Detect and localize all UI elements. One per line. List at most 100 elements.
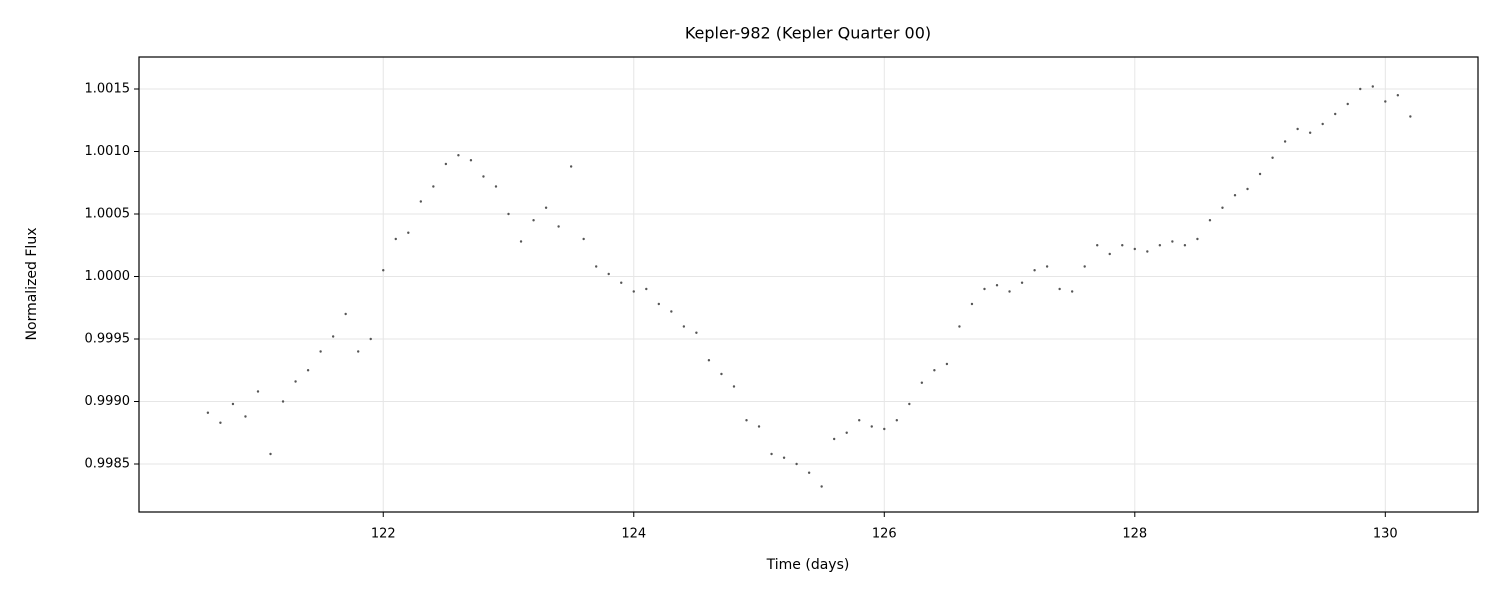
data-point: [432, 185, 435, 188]
chart-title: Kepler-982 (Kepler Quarter 00): [685, 24, 931, 43]
y-tick-label: 1.0005: [85, 207, 131, 222]
data-point: [281, 400, 285, 403]
data-point: [1096, 244, 1099, 247]
x-tick-label: 122: [371, 527, 396, 542]
data-point: [1321, 122, 1324, 126]
data-point: [832, 437, 836, 441]
data-point: [244, 415, 247, 418]
data-point: [582, 237, 585, 241]
data-point: [357, 350, 360, 353]
data-point: [1258, 172, 1262, 176]
data-point: [1146, 250, 1149, 253]
data-point: [1158, 244, 1162, 247]
x-tick-label: 130: [1373, 527, 1398, 542]
data-point: [457, 154, 460, 157]
data-point: [795, 462, 798, 466]
data-point: [1308, 131, 1312, 134]
data-point: [1070, 290, 1074, 293]
data-point: [1008, 290, 1011, 293]
data-point: [695, 331, 698, 334]
data-point: [382, 269, 385, 272]
data-point: [845, 431, 848, 434]
data-point: [1371, 85, 1374, 88]
x-tick-label: 124: [621, 527, 646, 542]
data-point: [920, 381, 924, 384]
data-point: [519, 240, 523, 243]
data-point: [645, 287, 648, 291]
data-point: [294, 380, 297, 383]
data-point: [544, 206, 548, 209]
data-point: [858, 419, 861, 422]
y-axis-label: Normalized Flux: [24, 228, 40, 341]
data-point: [820, 485, 823, 488]
x-axis-label: Time (days): [766, 557, 850, 573]
x-tick-label: 128: [1122, 527, 1147, 542]
data-point: [995, 284, 999, 287]
data-point: [807, 471, 811, 474]
data-point: [206, 411, 210, 414]
data-point: [757, 425, 761, 428]
data-point: [1033, 269, 1036, 272]
data-point: [657, 302, 661, 306]
y-tick-label: 1.0015: [85, 82, 131, 97]
data-point: [1359, 87, 1362, 91]
data-point: [1296, 127, 1299, 131]
data-point: [594, 265, 598, 268]
data-point: [569, 165, 573, 168]
data-point: [983, 287, 986, 291]
data-point: [331, 335, 335, 338]
data-point: [1246, 187, 1249, 191]
data-point: [632, 290, 635, 293]
data-point: [1283, 140, 1287, 143]
data-point: [1183, 244, 1187, 247]
data-point: [1208, 219, 1212, 222]
data-point: [1396, 94, 1400, 97]
data-point: [1020, 281, 1024, 284]
data-point: [394, 237, 397, 241]
data-point: [782, 456, 786, 459]
data-point: [419, 200, 423, 203]
data-point: [620, 281, 623, 284]
data-point: [507, 212, 510, 216]
y-tick-label: 0.9990: [85, 394, 131, 409]
data-point: [256, 390, 260, 393]
data-point: [482, 175, 485, 178]
data-point: [1108, 252, 1111, 256]
data-point: [1409, 115, 1412, 118]
y-tick-label: 1.0010: [85, 144, 131, 159]
data-point: [494, 185, 498, 188]
data-point: [1196, 237, 1199, 241]
data-point: [945, 362, 949, 366]
data-point: [745, 419, 748, 422]
data-point: [1233, 194, 1237, 197]
data-point: [770, 452, 773, 456]
data-point: [970, 302, 974, 306]
data-point: [1083, 265, 1086, 268]
x-tick-label: 126: [872, 527, 897, 542]
data-point: [958, 325, 961, 328]
data-point: [1045, 265, 1049, 268]
data-point: [1221, 206, 1224, 209]
data-point: [557, 225, 560, 228]
data-point: [1334, 112, 1337, 116]
data-point: [933, 369, 936, 372]
data-point: [269, 452, 272, 456]
y-tick-label: 1.0000: [85, 269, 131, 284]
data-point: [883, 427, 886, 431]
data-point: [1121, 244, 1124, 247]
data-point: [231, 402, 235, 406]
data-point: [682, 325, 686, 328]
data-point: [895, 419, 899, 422]
data-point: [532, 219, 535, 222]
data-point: [219, 421, 222, 424]
data-point: [607, 272, 610, 276]
data-point: [1271, 156, 1274, 159]
data-point: [670, 310, 673, 313]
data-point: [870, 425, 873, 428]
data-point: [407, 231, 410, 234]
data-point: [319, 350, 322, 353]
data-point: [1346, 102, 1349, 106]
data-point: [732, 385, 736, 388]
